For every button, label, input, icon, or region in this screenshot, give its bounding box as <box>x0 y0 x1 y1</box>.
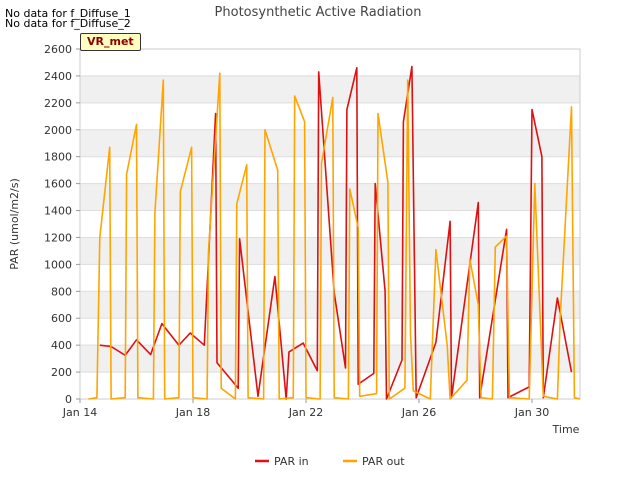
y-tick-label: 1000 <box>44 258 72 271</box>
legend-label-par-out: PAR out <box>362 455 405 468</box>
x-tick-label: Jan 22 <box>288 406 323 419</box>
background-band <box>80 345 580 373</box>
y-tick-label: 600 <box>51 312 72 325</box>
background-band <box>80 75 580 103</box>
y-tick-label: 2400 <box>44 70 72 83</box>
plot-frame <box>79 48 581 400</box>
y-tick-label: 1200 <box>44 231 72 244</box>
series-lines <box>88 65 581 400</box>
y-tick-label: 2000 <box>44 124 72 137</box>
y-axis-label: PAR (umol/m2/s) <box>8 178 21 270</box>
legend-label-par-in: PAR in <box>274 455 309 468</box>
y-tick-label: 2600 <box>44 43 72 56</box>
y-tick-label: 1800 <box>44 151 72 164</box>
y-axis-ticks: 0 200 400 600 800 1000 1200 1400 1600 1800 2000 220… <box>44 43 80 406</box>
y-tick-label: 0 <box>65 393 72 406</box>
y-tick-label: 200 <box>51 366 72 379</box>
x-tick-label: Jan 26 <box>401 406 436 419</box>
y-tick-label: 800 <box>51 285 72 298</box>
y-tick-label: 2200 <box>44 97 72 110</box>
chart-title: Photosynthetic Active Radiation <box>215 5 422 20</box>
x-axis-ticks: Jan 14 Jan 18 Jan 22 Jan 26 Jan 30 <box>62 399 549 419</box>
x-tick-label: Jan 14 <box>62 406 97 419</box>
y-tick-label: 1600 <box>44 178 72 191</box>
background-band <box>80 129 580 157</box>
y-tick-label: 1400 <box>44 205 72 218</box>
series-line-par-in <box>99 65 573 400</box>
y-tick-label: 400 <box>51 339 72 352</box>
x-tick-label: Jan 30 <box>514 406 549 419</box>
series-line-par-out <box>88 72 581 400</box>
no-data-note-diffuse-2: No data for f_Diffuse_2 <box>5 17 131 30</box>
no-data-note-diffuse-1: No data for f_Diffuse_1 <box>5 7 131 20</box>
site-tag: VR_met <box>80 33 141 51</box>
x-axis-label: Time <box>552 423 580 436</box>
x-tick-label: Jan 18 <box>175 406 210 419</box>
legend: PAR in PAR out <box>255 455 405 468</box>
